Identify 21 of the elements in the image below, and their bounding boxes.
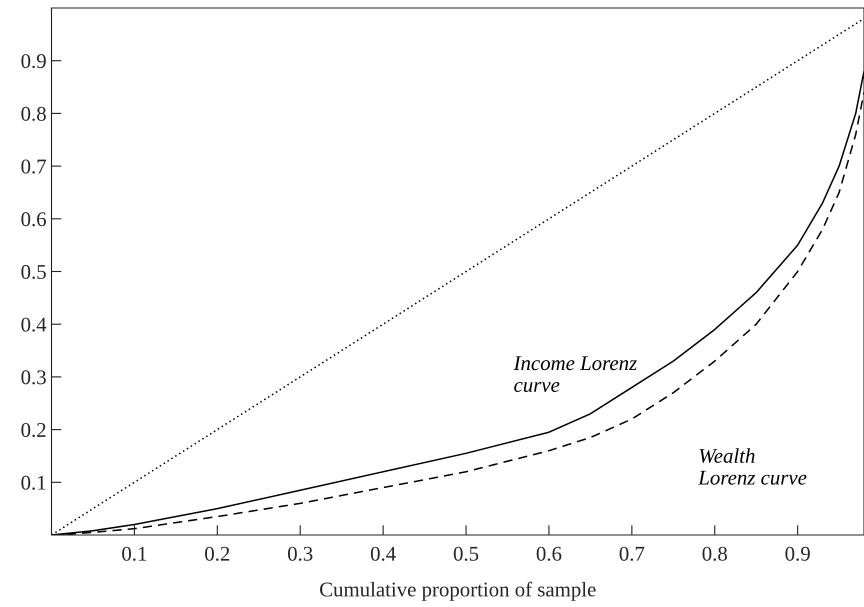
y-tick-label: 0.6 [21, 212, 46, 226]
x-tick-label: 0.9 [785, 546, 810, 561]
x-tick-label: 0.7 [620, 546, 644, 561]
y-tick-label: 0.3 [21, 370, 46, 384]
x-tick-label: 0.5 [454, 546, 478, 561]
y-tick-label: 0.2 [21, 422, 46, 438]
y-tick-label: 0.8 [21, 106, 46, 121]
y-tick-label: 0.1 [21, 476, 46, 490]
y-tick-label: 0.9 [21, 54, 46, 68]
text: Wealth Lorenz curve [698, 448, 806, 485]
x-tick-label: 0.8 [702, 546, 727, 561]
x-tick-label: 0.4 [370, 546, 396, 561]
x-axis-title: Cumulative proportion of sample [320, 582, 596, 601]
y-tick-label: 0.7 [21, 159, 46, 174]
series-label: Income Lorenz curve [513, 356, 637, 392]
x-tick-label: 0.6 [536, 546, 562, 561]
x-tick-label: 0.2 [205, 546, 230, 561]
y-tick-label: 0.5 [21, 264, 46, 280]
y-tick-label: 0.4 [21, 318, 46, 332]
x-tick-label: 0.1 [122, 546, 146, 561]
x-tick-label: 0.3 [288, 546, 312, 561]
